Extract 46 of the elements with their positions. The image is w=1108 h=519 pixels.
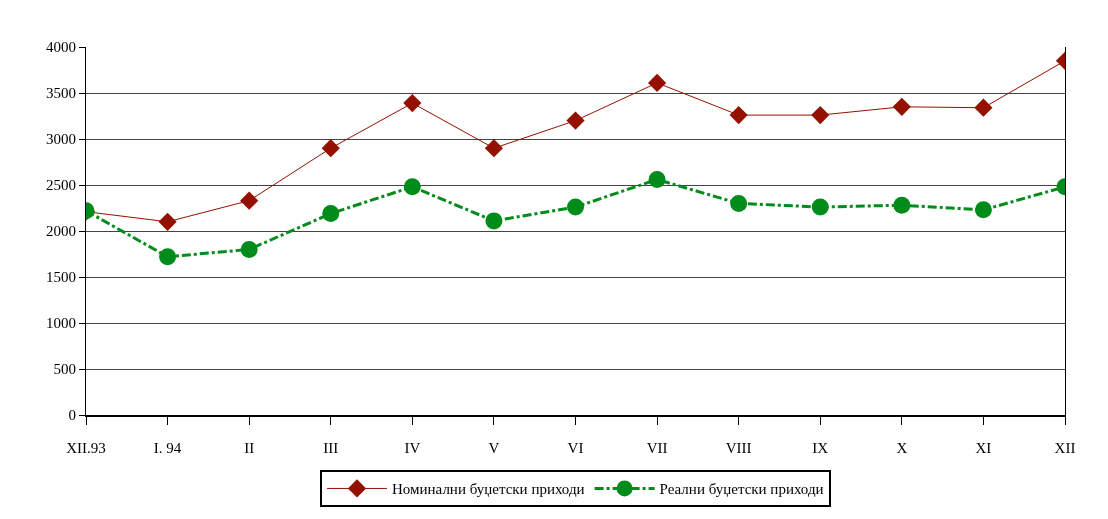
x-tick-label: XI	[975, 440, 992, 456]
y-tick-label: 1500	[46, 269, 76, 286]
point	[484, 139, 504, 158]
point	[158, 212, 177, 231]
legend-label: Реални буџетски приходи	[659, 481, 824, 498]
point	[485, 212, 503, 230]
point	[403, 178, 421, 196]
y-tick-label: 1000	[46, 315, 76, 332]
x-tick-label: VI	[567, 440, 584, 456]
point	[566, 111, 585, 130]
point	[811, 105, 830, 125]
point	[159, 248, 177, 266]
point	[567, 198, 584, 216]
point	[730, 194, 748, 212]
x-tick-label: III	[323, 440, 339, 456]
point	[729, 105, 748, 125]
y-tick-label: 2500	[46, 177, 76, 194]
x-tick-label: X	[896, 440, 908, 456]
point	[240, 240, 258, 258]
point	[893, 196, 911, 214]
x-tick-label: XII.93	[66, 440, 106, 456]
x-tick-label: VIII	[725, 440, 752, 456]
y-tick-label: 3500	[46, 85, 76, 102]
point	[647, 73, 667, 92]
point	[648, 170, 666, 188]
x-tick-label: II	[244, 440, 255, 456]
y-tick-label: 3000	[46, 131, 76, 148]
x-tick-label: V	[488, 440, 500, 456]
legend-label: Номинални буџетски приходи	[392, 481, 585, 498]
point	[892, 97, 911, 116]
point	[322, 205, 340, 223]
x-tick-label: VII	[646, 440, 668, 456]
x-tick-label: IX	[812, 440, 829, 456]
y-tick-label: 4000	[46, 39, 76, 56]
point	[321, 139, 340, 158]
point	[974, 98, 993, 117]
point	[974, 201, 992, 219]
y-tick-label: 2000	[46, 223, 76, 240]
x-tick-label: IV	[404, 440, 421, 456]
point	[811, 198, 829, 216]
y-tick-label: 500	[53, 361, 76, 378]
x-tick-label: XII	[1054, 440, 1076, 456]
x-tick-label: I. 94	[153, 440, 182, 456]
point	[240, 191, 259, 210]
y-tick-label: 0	[68, 407, 76, 424]
point	[403, 94, 422, 113]
